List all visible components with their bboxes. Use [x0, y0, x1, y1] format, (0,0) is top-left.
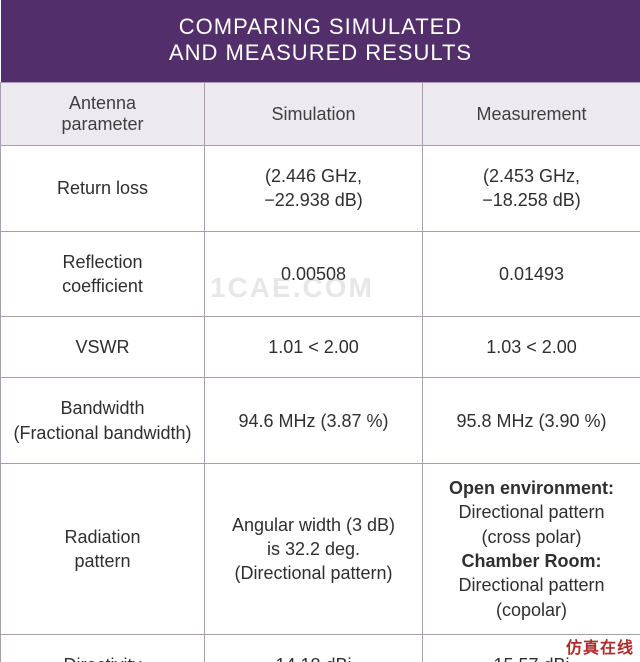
label-reflection-l1: Reflection — [11, 250, 194, 274]
sim-reflection: 0.00508 — [205, 231, 423, 317]
sim-vswr: 1.01 < 2.00 — [205, 317, 423, 378]
label-reflection-l2: coefficient — [11, 274, 194, 298]
row-return-loss: Return loss (2.446 GHz, −22.938 dB) (2.4… — [1, 146, 640, 232]
row-vswr: VSWR 1.01 < 2.00 1.03 < 2.00 — [1, 317, 640, 378]
col-header-param: Antenna parameter — [1, 83, 205, 146]
meas-radiation-l3: Directional pattern — [433, 573, 630, 597]
col-header-param-l1: Antenna — [69, 93, 136, 113]
sim-radiation: Angular width (3 dB) is 32.2 deg. (Direc… — [205, 464, 423, 635]
label-bandwidth-l1: Bandwidth — [11, 396, 194, 420]
title-line2: AND MEASURED RESULTS — [11, 40, 631, 66]
meas-radiation-l1: Directional pattern — [433, 500, 630, 524]
label-bandwidth-l2: (Fractional bandwidth) — [11, 421, 194, 445]
col-header-meas: Measurement — [423, 83, 640, 146]
meas-radiation-l4: (copolar) — [433, 598, 630, 622]
label-directivity: Directivity — [1, 634, 205, 662]
table-title-row: COMPARING SIMULATED AND MEASURED RESULTS — [1, 0, 640, 83]
label-vswr: VSWR — [1, 317, 205, 378]
sim-directivity: 14.18 dBi — [205, 634, 423, 662]
meas-return-loss-l2: −18.258 dB) — [433, 188, 630, 212]
meas-bandwidth: 95.8 MHz (3.90 %) — [423, 378, 640, 464]
meas-reflection: 0.01493 — [423, 231, 640, 317]
label-radiation-l1: Radiation — [11, 525, 194, 549]
meas-radiation: Open environment: Directional pattern (c… — [423, 464, 640, 635]
table-header-row: Antenna parameter Simulation Measurement — [1, 83, 640, 146]
sim-radiation-l3: (Directional pattern) — [215, 561, 412, 585]
label-bandwidth: Bandwidth (Fractional bandwidth) — [1, 378, 205, 464]
meas-radiation-h2: Chamber Room: — [433, 549, 630, 573]
sim-radiation-l2: is 32.2 deg. — [215, 537, 412, 561]
label-reflection: Reflection coefficient — [1, 231, 205, 317]
meas-vswr: 1.03 < 2.00 — [423, 317, 640, 378]
sim-radiation-l1: Angular width (3 dB) — [215, 513, 412, 537]
row-radiation: Radiation pattern Angular width (3 dB) i… — [1, 464, 640, 635]
row-directivity: Directivity 14.18 dBi 15.57 dBi — [1, 634, 640, 662]
meas-return-loss-l1: (2.453 GHz, — [433, 164, 630, 188]
row-reflection: Reflection coefficient 0.00508 0.01493 — [1, 231, 640, 317]
sim-bandwidth: 94.6 MHz (3.87 %) — [205, 378, 423, 464]
sim-return-loss-l2: −22.938 dB) — [215, 188, 412, 212]
table-title: COMPARING SIMULATED AND MEASURED RESULTS — [1, 0, 640, 83]
col-header-sim: Simulation — [205, 83, 423, 146]
title-line1: COMPARING SIMULATED — [179, 14, 462, 39]
col-header-param-l2: parameter — [9, 114, 196, 135]
label-radiation: Radiation pattern — [1, 464, 205, 635]
meas-radiation-l2: (cross polar) — [433, 525, 630, 549]
sim-return-loss-l1: (2.446 GHz, — [215, 164, 412, 188]
comparison-table: COMPARING SIMULATED AND MEASURED RESULTS… — [0, 0, 640, 662]
table-container: 1CAE.COM COMPARING SIMULATED AND MEASURE… — [0, 0, 640, 662]
label-radiation-l2: pattern — [11, 549, 194, 573]
label-return-loss: Return loss — [1, 146, 205, 232]
meas-radiation-h1: Open environment: — [433, 476, 630, 500]
sim-return-loss: (2.446 GHz, −22.938 dB) — [205, 146, 423, 232]
footer-brand: 仿真在线 — [566, 634, 634, 658]
row-bandwidth: Bandwidth (Fractional bandwidth) 94.6 MH… — [1, 378, 640, 464]
meas-return-loss: (2.453 GHz, −18.258 dB) — [423, 146, 640, 232]
